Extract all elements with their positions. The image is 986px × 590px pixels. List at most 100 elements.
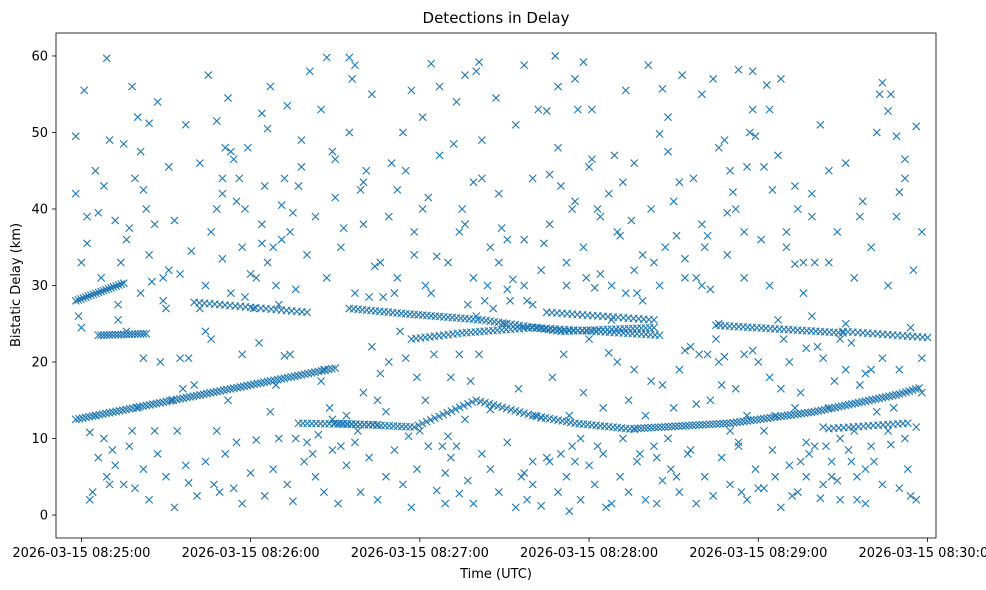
data-point-x-marker: [912, 495, 921, 504]
data-point-x-marker: [793, 410, 802, 419]
data-point-x-marker: [850, 273, 859, 282]
data-point-x-marker: [635, 449, 644, 458]
data-point-x-marker: [74, 312, 83, 321]
data-point-x-marker: [539, 239, 548, 248]
data-point-x-marker: [489, 304, 498, 313]
data-point-x-marker: [94, 453, 103, 462]
data-point-x-marker: [643, 423, 652, 432]
data-point-x-marker: [702, 420, 711, 429]
data-point-x-marker: [238, 350, 247, 359]
data-point-x-marker: [125, 224, 134, 233]
data-point-x-marker: [827, 457, 836, 466]
data-point-x-marker: [317, 105, 326, 114]
data-point-x-marker: [633, 289, 642, 298]
data-point-x-marker: [356, 185, 365, 194]
data-point-x-marker: [683, 449, 692, 458]
data-point-x-marker: [658, 84, 667, 93]
data-point-x-marker: [446, 373, 455, 382]
data-point-x-marker: [657, 423, 666, 432]
data-point-x-marker: [573, 105, 582, 114]
data-point-x-marker: [514, 384, 523, 393]
data-point-x-marker: [218, 189, 227, 198]
data-point-x-marker: [599, 449, 608, 458]
x-tick-label: 2026-03-15 08:27:00: [351, 546, 489, 561]
data-point-x-marker: [671, 422, 680, 431]
data-point-x-marker: [159, 296, 168, 305]
data-point-x-marker: [232, 197, 241, 206]
data-point-x-marker: [235, 174, 244, 183]
data-point-x-marker: [486, 465, 495, 474]
data-point-x-marker: [906, 491, 915, 500]
data-point-x-marker: [114, 281, 123, 290]
data-point-x-marker: [556, 449, 565, 458]
data-point-x-marker: [291, 434, 300, 443]
data-point-x-marker: [661, 422, 670, 431]
data-point-x-marker: [886, 440, 895, 449]
data-point-x-marker: [184, 354, 193, 363]
data-point-x-marker: [723, 208, 732, 217]
data-point-x-marker: [133, 403, 142, 412]
data-point-x-marker: [407, 86, 416, 95]
data-point-x-marker: [610, 151, 619, 160]
data-point-x-marker: [537, 501, 546, 510]
data-point-x-marker: [303, 438, 312, 447]
data-point-x-marker: [703, 350, 712, 359]
data-point-x-marker: [494, 258, 503, 267]
data-point-x-marker: [841, 319, 850, 328]
data-point-x-marker: [912, 423, 921, 432]
data-point-x-marker: [734, 65, 743, 74]
data-point-x-marker: [807, 212, 816, 221]
data-point-x-marker: [212, 426, 221, 435]
data-point-x-marker: [680, 254, 689, 263]
data-point-x-marker: [675, 178, 684, 187]
data-point-x-marker: [396, 327, 405, 336]
data-point-x-marker: [435, 151, 444, 160]
x-tick-label: 2026-03-15 08:29:00: [689, 546, 827, 561]
data-point-x-marker: [212, 204, 221, 213]
data-point-x-marker: [209, 480, 218, 489]
data-point-x-marker: [785, 358, 794, 367]
data-point-x-marker: [452, 97, 461, 106]
data-point-x-marker: [311, 212, 320, 221]
data-point-x-marker: [630, 159, 639, 168]
data-point-x-marker: [252, 273, 261, 282]
data-point-x-marker: [788, 491, 797, 500]
data-point-x-marker: [181, 461, 190, 470]
data-point-x-marker: [195, 159, 204, 168]
data-point-x-marker: [257, 220, 266, 229]
data-point-x-marker: [669, 403, 678, 412]
data-point-x-marker: [117, 280, 126, 289]
data-point-x-marker: [579, 58, 588, 67]
data-point-x-marker: [404, 432, 413, 441]
data-point-x-marker: [689, 174, 698, 183]
data-point-x-marker: [336, 442, 345, 451]
data-point-x-marker: [459, 401, 468, 410]
data-point-x-marker: [593, 204, 602, 213]
data-point-x-marker: [350, 61, 359, 70]
data-point-x-marker: [867, 243, 876, 252]
data-point-x-marker: [432, 252, 441, 261]
data-point-x-marker: [393, 185, 402, 194]
data-point-x-marker: [627, 216, 636, 225]
data-point-x-marker: [765, 105, 774, 114]
data-point-x-marker: [367, 342, 376, 351]
data-point-x-marker: [339, 224, 348, 233]
data-point-x-marker: [672, 472, 681, 481]
data-point-x-marker: [855, 212, 864, 221]
data-point-x-marker: [754, 358, 763, 367]
data-point-x-marker: [283, 480, 292, 489]
data-point-x-marker: [565, 507, 574, 516]
data-point-x-marker: [534, 105, 543, 114]
data-point-x-marker: [71, 132, 80, 141]
data-point-x-marker: [621, 86, 630, 95]
data-point-x-marker: [308, 449, 317, 458]
data-point-x-marker: [331, 364, 340, 373]
data-point-x-marker: [107, 283, 116, 292]
data-point-x-marker: [311, 472, 320, 481]
data-point-x-marker: [895, 365, 904, 374]
data-point-x-marker: [418, 113, 427, 122]
data-point-x-marker: [142, 204, 151, 213]
data-point-x-marker: [119, 139, 128, 148]
data-point-x-marker: [618, 434, 627, 443]
data-point-x-marker: [85, 495, 94, 504]
